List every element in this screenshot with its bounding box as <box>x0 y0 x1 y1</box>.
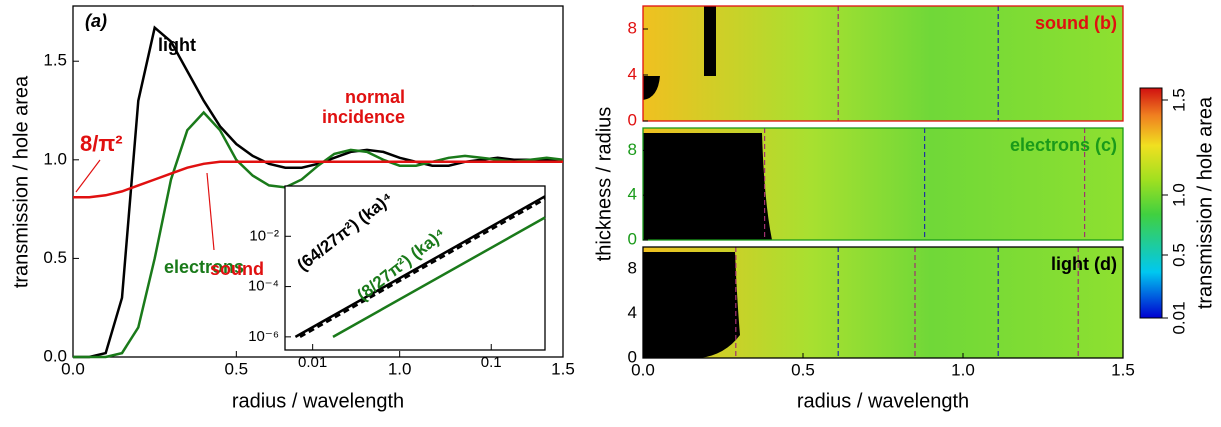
y-tick-label: 0 <box>628 229 637 248</box>
annotation-arrow <box>75 159 101 193</box>
x-tick-label: 0.0 <box>61 359 85 378</box>
series-label: electrons <box>164 257 244 277</box>
x-tick-label: 0.1 <box>481 354 502 371</box>
y-tick-label: 1.0 <box>43 149 67 168</box>
y-tick-label: 8 <box>628 140 637 159</box>
series-line <box>294 195 546 338</box>
y-tick-label: 8 <box>628 18 637 37</box>
series-line <box>299 198 546 338</box>
heatmap-field <box>643 6 1123 121</box>
incidence-label: normal <box>345 87 405 107</box>
x-tick-label: 0.01 <box>298 354 327 371</box>
colorbar-tick-label: 1.5 <box>1169 88 1188 112</box>
series-line <box>73 160 563 199</box>
series-line <box>332 216 546 338</box>
x-tick-label: 1.0 <box>388 359 412 378</box>
colorbar <box>1139 87 1163 319</box>
series-line <box>73 110 564 359</box>
x-axis-label: radius / wavelength <box>797 390 969 412</box>
y-tick-label: 10⁻⁴ <box>248 278 279 295</box>
y-tick-label: 0.0 <box>43 346 67 365</box>
colorbar-tick-label: 0.5 <box>1169 243 1188 267</box>
x-axis-label: radius / wavelength <box>232 390 404 412</box>
panel-label: light (d) <box>1051 254 1117 274</box>
panel-label: electrons (c) <box>1010 135 1117 155</box>
y-tick-label: 10⁻⁶ <box>248 328 279 345</box>
y-tick-label: 4 <box>628 185 637 204</box>
y-tick-label: 10⁻² <box>249 227 279 244</box>
x-tick-label: 0.5 <box>791 360 815 379</box>
incidence-label: incidence <box>322 107 405 127</box>
y-tick-label: 4 <box>628 303 637 322</box>
x-tick-label: 0.5 <box>225 359 249 378</box>
panel-label: sound (b) <box>1035 13 1117 33</box>
panel-label: (a) <box>85 11 107 31</box>
y-axis-label: thickness / radius <box>593 107 615 262</box>
y-tick-label: 0 <box>628 110 637 129</box>
annotation-arrow <box>206 172 215 251</box>
x-tick-label: 1.5 <box>551 359 575 378</box>
y-tick-label: 1.5 <box>43 51 67 70</box>
y-tick-label: 0 <box>628 347 637 366</box>
y-axis-label: transmission / hole area <box>10 75 32 288</box>
cutoff-region <box>643 6 716 100</box>
y-tick-label: 0.5 <box>43 248 67 267</box>
panel-frame <box>642 5 1124 122</box>
colorbar-tick-label: 1.0 <box>1169 183 1188 207</box>
plot-frame <box>284 185 546 351</box>
x-tick-label: 1.5 <box>1111 360 1135 379</box>
cutoff-region <box>643 133 772 240</box>
y-tick-label: 8 <box>628 259 637 278</box>
y-tick-label: 4 <box>628 64 637 83</box>
colorbar-label: transmission / hole area <box>1194 96 1216 309</box>
cutoff-region <box>643 252 740 358</box>
series-label: light <box>158 35 196 55</box>
panel-frame <box>642 246 1124 359</box>
sound-limit-label: 8/π² <box>80 131 123 156</box>
colorbar-tick-label: 0.01 <box>1169 301 1188 334</box>
series-line <box>73 25 563 359</box>
x-tick-label: 1.0 <box>951 360 975 379</box>
x-tick-label: 0.0 <box>631 360 655 379</box>
series-label: sound <box>210 259 264 279</box>
panel-frame <box>642 127 1124 241</box>
